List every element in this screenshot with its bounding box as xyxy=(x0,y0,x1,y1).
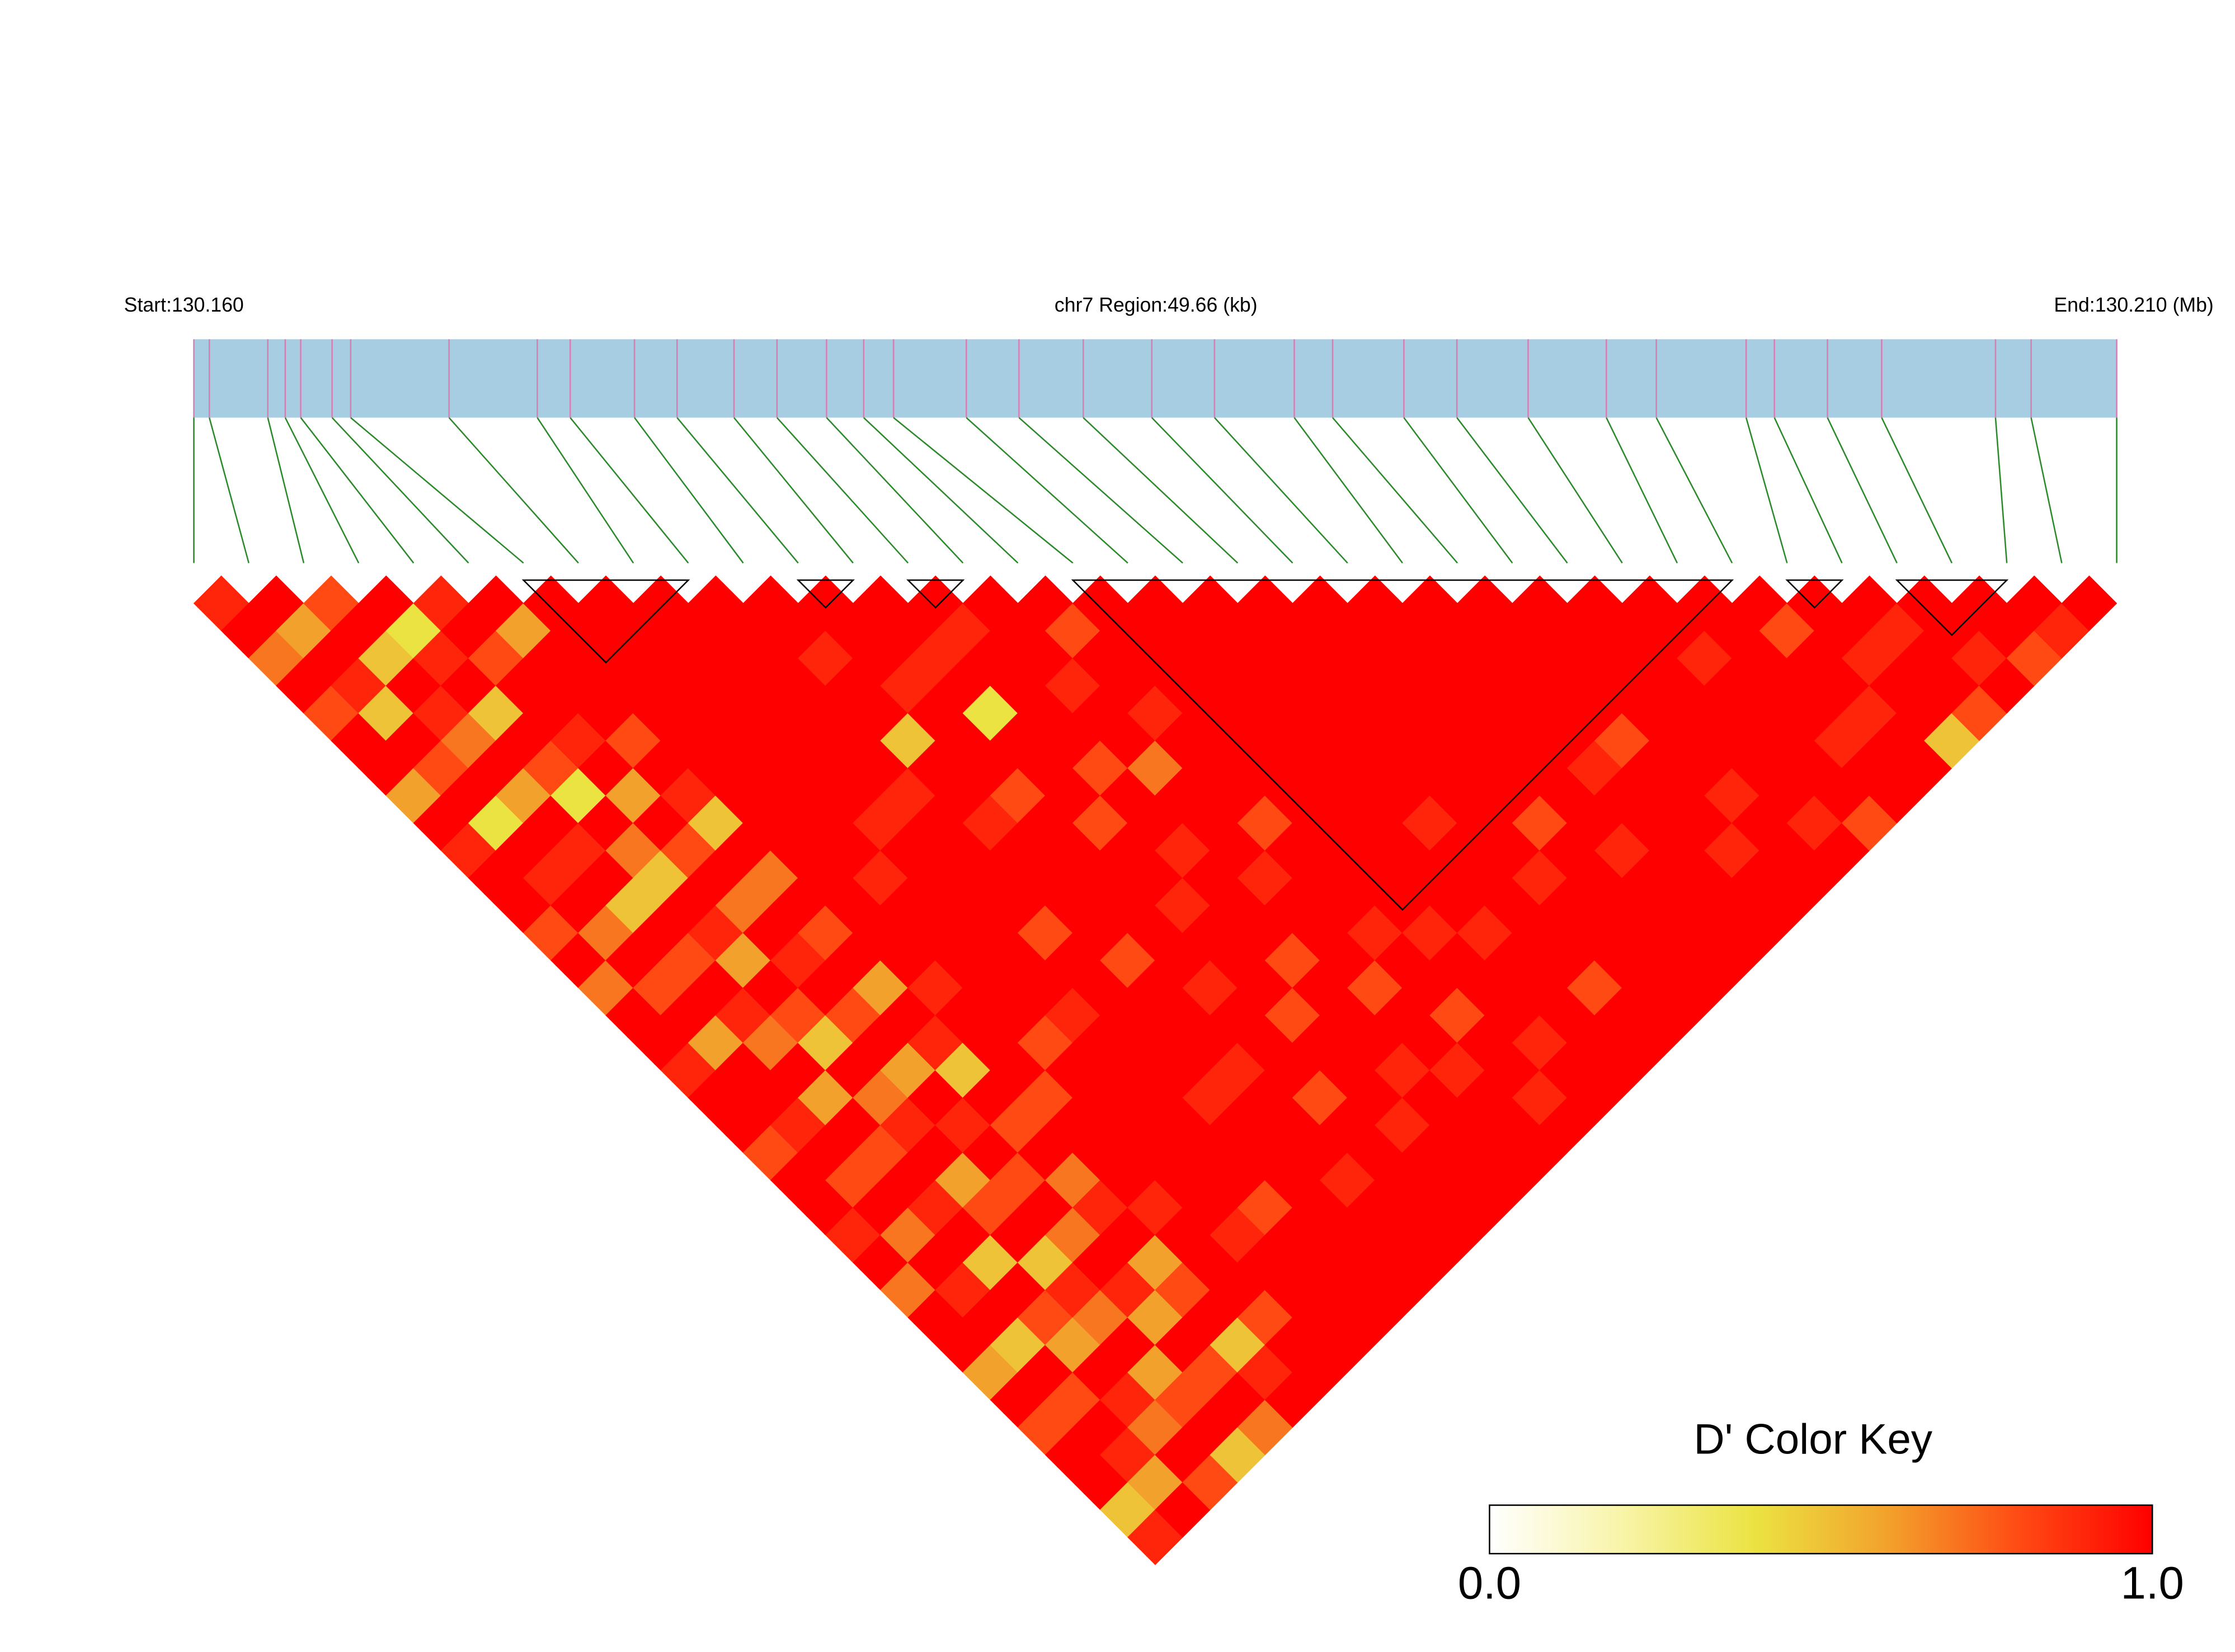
snp-connector xyxy=(893,417,1074,564)
snp-connector xyxy=(1018,417,1183,564)
snp-connector xyxy=(676,417,799,564)
snp-connector xyxy=(300,417,415,564)
snp-connector xyxy=(1745,417,1788,563)
snp-connector xyxy=(826,417,964,564)
snp-connector xyxy=(1773,417,1843,563)
snp-connector xyxy=(1151,417,1293,564)
snp-connector xyxy=(1293,417,1403,564)
key-title: D' Color Key xyxy=(1694,1416,1933,1463)
snp-connector xyxy=(448,417,579,564)
region-label: chr7 Region:49.66 (kb) xyxy=(1055,294,1258,316)
snp-connector xyxy=(1456,417,1568,564)
snp-connector xyxy=(350,417,524,564)
snp-connector xyxy=(267,417,305,563)
snp-connector xyxy=(1994,417,2008,563)
snp-connector xyxy=(2030,417,2063,563)
start-label: Start:130.160 xyxy=(124,294,244,316)
key-tick-label: 0.0 xyxy=(1458,1557,1521,1608)
ld-cell xyxy=(2061,575,2118,632)
ld-block xyxy=(1071,579,1734,911)
snp-connector xyxy=(1606,417,1678,563)
color-key xyxy=(1489,1504,2153,1555)
snp-connector xyxy=(331,417,469,564)
snp-connector xyxy=(1655,417,1733,564)
snp-connector xyxy=(1527,417,1623,564)
ld-block xyxy=(796,579,855,609)
snp-connector xyxy=(537,417,634,564)
region-bar xyxy=(194,339,2117,418)
key-tick-label: 1.0 xyxy=(2121,1557,2184,1608)
ld-block xyxy=(1785,579,1844,609)
ld-block xyxy=(906,579,965,609)
snp-connector xyxy=(1332,417,1458,564)
end-label: End:130.210 (Mb) xyxy=(2054,294,2213,316)
snp-connector xyxy=(1827,417,1898,563)
snp-connector xyxy=(634,417,744,564)
snp-connector xyxy=(570,417,689,564)
snp-connector xyxy=(733,417,854,564)
snp-connector xyxy=(966,417,1128,564)
snp-connector xyxy=(776,417,909,564)
snp-connector xyxy=(1403,417,1513,564)
snp-connector xyxy=(284,417,360,563)
snp-connector xyxy=(1083,417,1239,564)
ld-cells xyxy=(193,575,2118,1565)
snp-connector xyxy=(208,417,250,563)
ld-block xyxy=(1895,579,2009,637)
ld-block xyxy=(521,579,690,664)
snp-connector xyxy=(863,417,1019,564)
snp-connector xyxy=(1881,417,1953,563)
snp-connector xyxy=(1213,417,1348,564)
